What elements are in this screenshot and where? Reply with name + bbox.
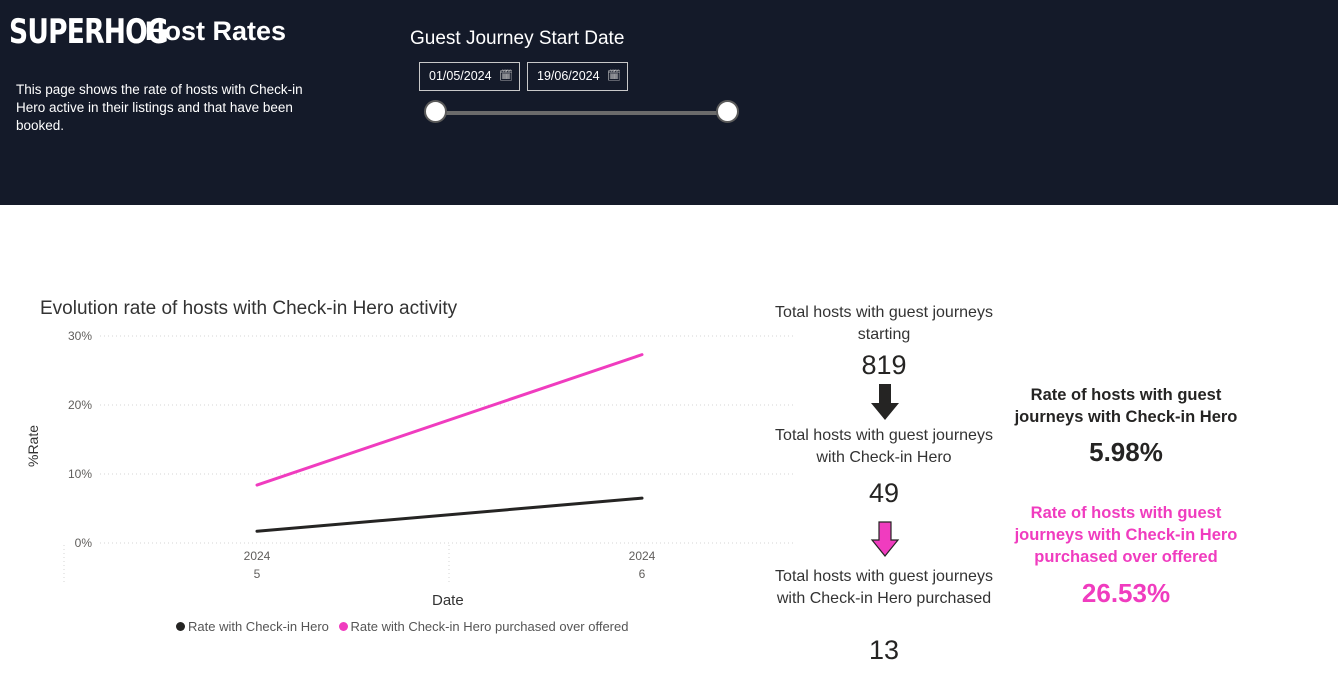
- end-date-input[interactable]: 19/06/2024 🗓: [527, 62, 628, 91]
- chart-legend: Rate with Check-in Hero Rate with Check-…: [176, 619, 634, 634]
- start-date-value: 01/05/2024: [429, 69, 492, 83]
- series-line-1: [255, 496, 644, 533]
- legend-label: Rate with Check-in Hero purchased over o…: [350, 619, 629, 634]
- header-banner: SUPERHOG Host Rates This page shows the …: [0, 0, 1338, 205]
- total-hosts-value: 819: [861, 350, 907, 380]
- legend-dot-icon: [176, 622, 185, 631]
- checkin-rate-value: 5.98%: [1089, 437, 1163, 467]
- line-chart: 30% 20% 10% 0% 2024 5 2024 6: [63, 329, 795, 585]
- x-axis-label: Date: [432, 592, 464, 609]
- purchased-rate-label: Rate of hosts with guest journeys with C…: [1014, 504, 1238, 566]
- y-tick-label: 20%: [68, 398, 92, 412]
- chart-title: Evolution rate of hosts with Check-in He…: [40, 298, 458, 319]
- date-slicer-title: Guest Journey Start Date: [410, 28, 625, 49]
- y-tick-label: 0%: [75, 536, 93, 550]
- y-tick-label: 10%: [68, 467, 92, 481]
- page-title: Host Rates: [145, 16, 287, 46]
- calendar-icon[interactable]: 🗓: [499, 70, 513, 82]
- calendar-icon[interactable]: 🗓: [607, 70, 621, 82]
- purchased-label: Total hosts with guest journeys with Che…: [775, 568, 993, 607]
- start-date-input[interactable]: 01/05/2024 🗓: [419, 62, 520, 91]
- superhog-logo: SUPERHOG: [9, 12, 169, 52]
- series-line-2: [255, 353, 644, 487]
- end-date-value: 19/06/2024: [537, 69, 600, 83]
- purchased-rate-value: 26.53%: [1081, 578, 1171, 608]
- with-checkin-value: 49: [868, 478, 900, 508]
- with-checkin-label: Total hosts with guest journeys with Che…: [775, 427, 993, 466]
- checkin-rate-label: Rate of hosts with guest journeys with C…: [1014, 386, 1238, 426]
- x-tick-label: 6: [639, 567, 646, 581]
- legend-item-checkin-hero[interactable]: Rate with Check-in Hero: [176, 619, 329, 634]
- page-description: This page shows the rate of hosts with C…: [16, 82, 303, 133]
- x-tick-label: 5: [254, 567, 261, 581]
- date-slider-track[interactable]: [435, 111, 728, 115]
- x-tick-label: 2024: [629, 549, 656, 563]
- total-hosts-label: Total hosts with guest journeys starting: [775, 304, 993, 343]
- purchased-value: 13: [868, 635, 900, 665]
- x-tick-label: 2024: [244, 549, 271, 563]
- arrow-down-icon: [871, 384, 899, 420]
- legend-item-purchased[interactable]: Rate with Check-in Hero purchased over o…: [338, 619, 629, 634]
- date-slider-end-handle[interactable]: [716, 100, 739, 123]
- date-slider-start-handle[interactable]: [424, 100, 447, 123]
- arrow-down-icon: [870, 521, 900, 557]
- legend-dot-icon: [338, 622, 348, 631]
- y-tick-label: 30%: [68, 329, 92, 343]
- legend-label: Rate with Check-in Hero: [188, 619, 329, 634]
